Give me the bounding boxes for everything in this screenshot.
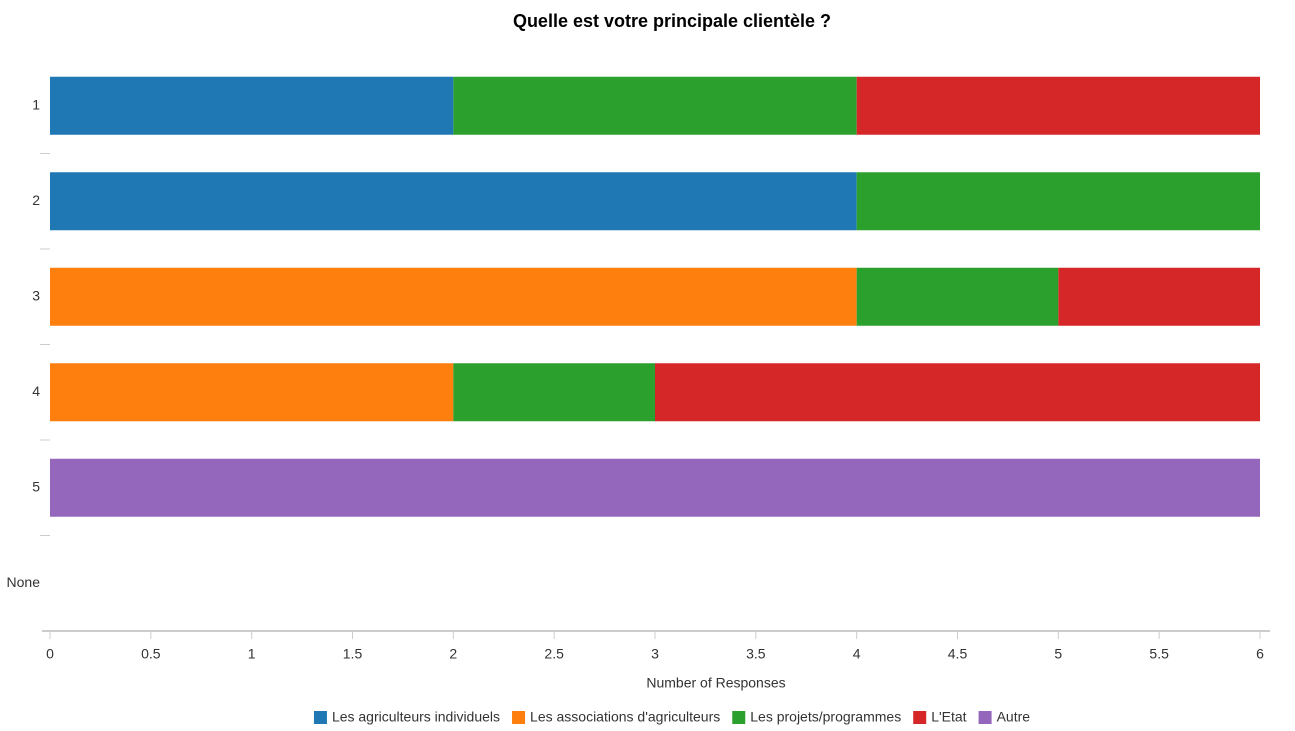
bar-segment: [453, 76, 857, 135]
x-tick-label: 2.5: [544, 646, 564, 662]
y-tick-label: 1: [32, 96, 40, 112]
legend-swatch: [978, 711, 992, 724]
x-tick-label: 1: [248, 646, 256, 662]
legend-label: L'Etat: [931, 709, 966, 725]
bar-segment: [856, 76, 1260, 135]
legend-label: Autre: [997, 709, 1031, 725]
y-tick-label: 2: [32, 192, 40, 208]
legend-swatch: [512, 711, 526, 724]
legend-swatch: [913, 711, 927, 724]
legend-swatch: [313, 711, 327, 724]
bar-segment: [1058, 267, 1260, 326]
x-tick-label: 4: [853, 646, 861, 662]
y-tick-label: 4: [32, 383, 40, 399]
bar-segment: [453, 363, 655, 422]
y-tick-label: 5: [32, 478, 40, 494]
legend-label: Les agriculteurs individuels: [332, 709, 500, 725]
chart-title: Quelle est votre principale clientèle ?: [513, 11, 831, 31]
legend-swatch: [732, 711, 746, 724]
legend-label: Les associations d'agriculteurs: [530, 709, 720, 725]
bar-segment: [50, 172, 857, 231]
x-tick-label: 1.5: [343, 646, 363, 662]
bar-segment: [856, 172, 1260, 231]
bar-segment: [50, 267, 857, 326]
bar-segment: [50, 76, 454, 135]
x-tick-label: 2: [449, 646, 457, 662]
x-axis-label: Number of Responses: [646, 675, 785, 691]
bar-segment: [50, 363, 454, 422]
x-tick-label: 3: [651, 646, 659, 662]
x-tick-label: 0.5: [141, 646, 161, 662]
legend-label: Les projets/programmes: [750, 709, 901, 725]
bar-segment: [50, 458, 1260, 517]
x-tick-label: 4.5: [948, 646, 968, 662]
x-tick-label: 5: [1054, 646, 1062, 662]
x-tick-label: 5.5: [1149, 646, 1169, 662]
bar-segment: [856, 267, 1059, 326]
x-tick-label: 3.5: [746, 646, 766, 662]
bar-segment: [655, 363, 1260, 422]
y-tick-label: None: [7, 574, 41, 590]
x-tick-label: 6: [1256, 646, 1264, 662]
x-tick-label: 0: [46, 646, 54, 662]
y-tick-label: 3: [32, 287, 40, 303]
